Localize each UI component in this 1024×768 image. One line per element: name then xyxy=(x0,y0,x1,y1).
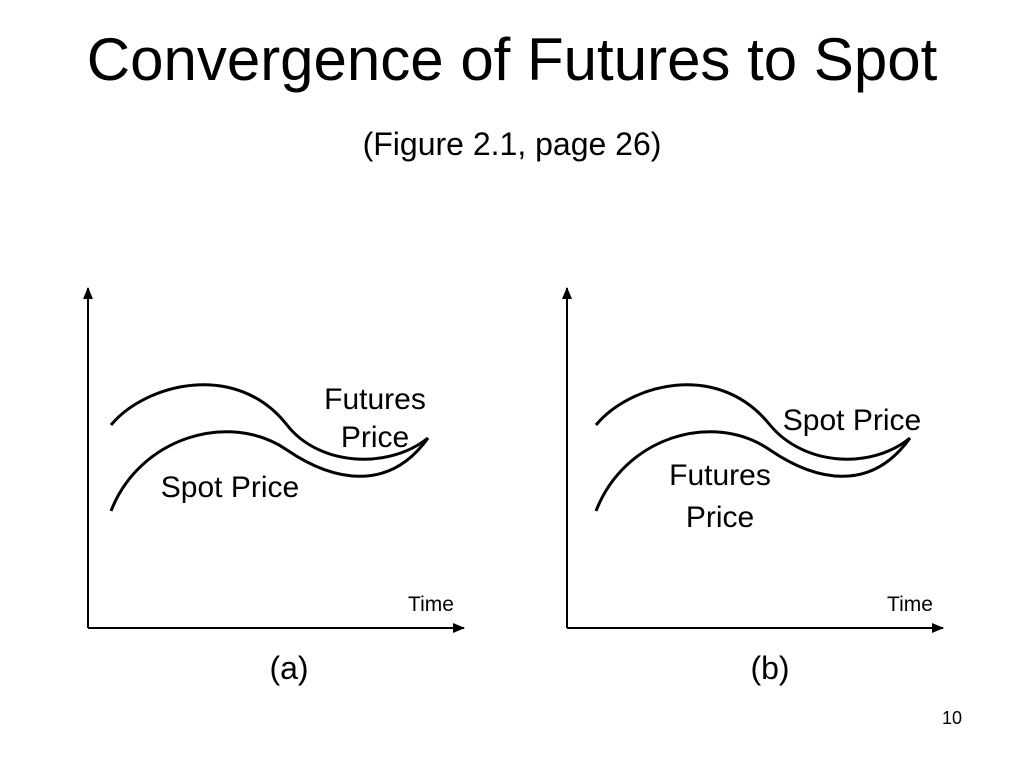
panel-b-futures-price-curve xyxy=(594,430,912,512)
panel-a-futures-price-curve xyxy=(109,383,429,461)
panel-a-futures-label-line2: Price xyxy=(341,421,409,454)
panel-b-futures-label-line2: Price xyxy=(686,501,754,534)
panel-b-futures-label-line1: Futures xyxy=(669,459,771,492)
panel-a-spot-label: Spot Price xyxy=(161,471,299,504)
panel-a-spot-price-curve xyxy=(109,430,430,512)
panel-b-caption: (b) xyxy=(750,650,789,686)
panel-b-spot-price-curve xyxy=(594,383,911,461)
slide-subtitle: (Figure 2.1, page 26) xyxy=(362,126,662,162)
slide-title: Convergence of Futures to Spot xyxy=(86,26,938,93)
panel-b-spot-label: Spot Price xyxy=(783,404,921,437)
page-number: 10 xyxy=(941,708,962,728)
panel-a-time-label: Time xyxy=(408,593,454,616)
panel-a-futures-label-line1: Futures xyxy=(324,383,426,416)
panel-b: Spot Price Futures Price Time (b) xyxy=(562,287,944,686)
panel-a: Futures Price Spot Price Time (a) xyxy=(83,287,465,686)
panel-a-caption: (a) xyxy=(269,650,308,686)
panel-b-time-label: Time xyxy=(887,593,933,616)
